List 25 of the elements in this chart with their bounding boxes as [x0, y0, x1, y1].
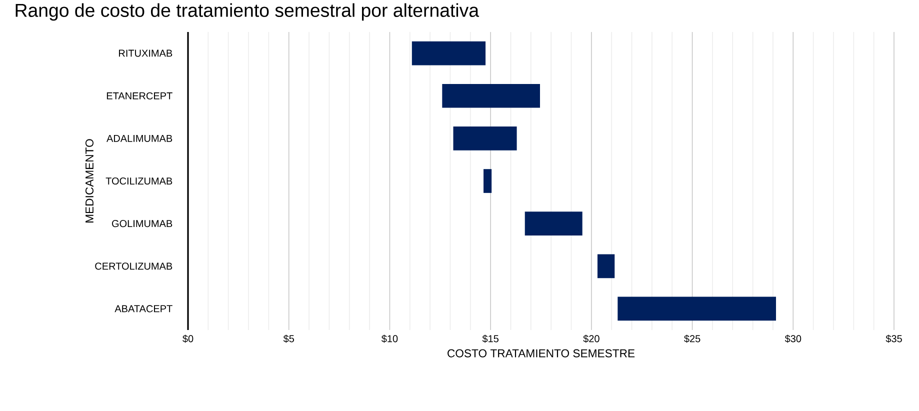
x-tick-label: $0 — [182, 334, 194, 343]
bar — [453, 126, 517, 150]
bar — [524, 212, 582, 236]
x-tick-label: $20 — [583, 334, 600, 343]
y-tick-label: ADALIMUMAB — [106, 134, 172, 142]
x-tick-label: $35 — [886, 334, 902, 343]
x-tick-label: $15 — [482, 334, 498, 343]
bar — [442, 84, 540, 108]
x-axis-title: COSTO TRATAMIENTO SEMESTRE — [448, 349, 635, 358]
bar — [618, 296, 776, 321]
bar — [597, 254, 615, 278]
x-tick-label: $25 — [684, 334, 700, 343]
y-tick-label: ETANERCEPT — [106, 92, 172, 100]
bar — [484, 169, 492, 193]
y-tick-label: CERTOLIZUMAB — [95, 262, 172, 270]
y-axis-title: MEDICAMENTO — [85, 139, 94, 222]
x-tick-label: $10 — [381, 334, 398, 343]
x-tick-label: $30 — [784, 334, 802, 343]
x-tick-label: $5 — [283, 334, 294, 343]
y-tick-label: TOCILIZUMAB — [106, 177, 172, 185]
y-tick-label: ABATACEPT — [114, 305, 172, 312]
chart-title: Rango de costo de tratamiento semestral por alternativa — [16, 3, 480, 21]
y-tick-label: RITUXIMAB — [118, 50, 172, 57]
bar — [412, 41, 486, 66]
y-tick-label: GOLIMUMAB — [112, 220, 172, 228]
